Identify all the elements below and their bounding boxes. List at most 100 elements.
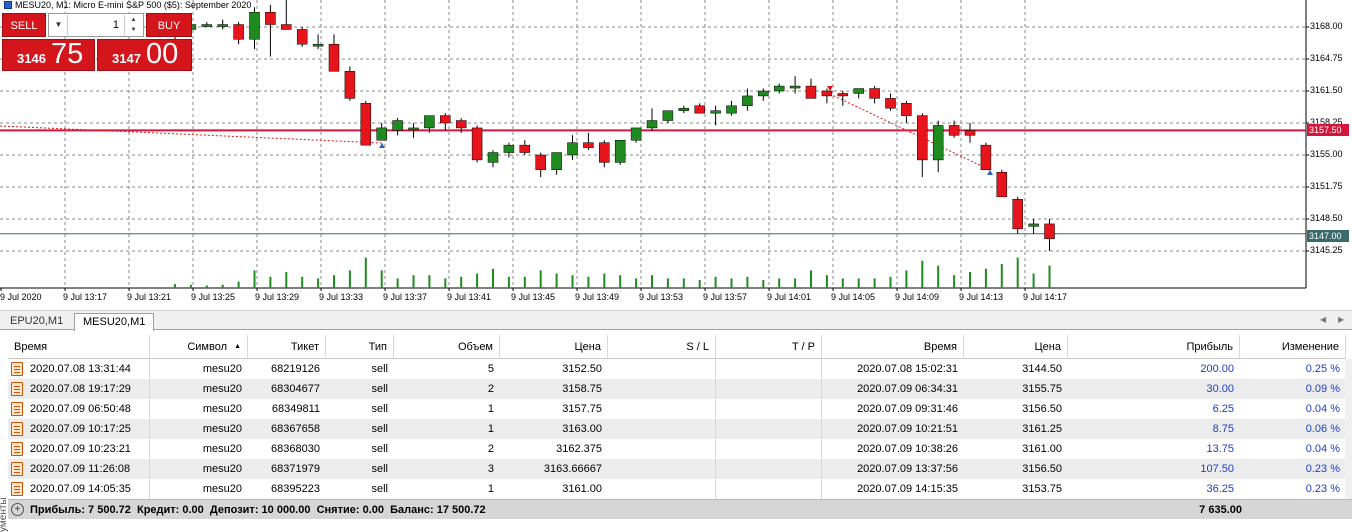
table-row[interactable]: 2020.07.09 14:05:35 mesu20 68395223 sell 1 31… <box>8 479 1352 499</box>
candle-body <box>583 142 594 148</box>
chart-tabs: EPU20,M1 MESU20,M1 ◀ ▶ <box>0 310 1352 331</box>
candle-body <box>408 127 419 131</box>
column-header[interactable]: Тикет <box>248 335 326 359</box>
candle-body <box>328 43 340 72</box>
column-header[interactable]: Время <box>8 335 150 359</box>
candle-body <box>821 90 833 97</box>
lot-value[interactable]: 1 <box>112 19 119 31</box>
toolbox-side-label[interactable]: ументы <box>0 497 9 532</box>
table-cell: 2020.07.09 06:34:31 <box>857 383 958 395</box>
candle-body <box>980 144 992 171</box>
candle-body <box>837 93 849 97</box>
sell-arrow-icon <box>827 86 833 91</box>
sort-ascending-icon[interactable]: ▲ <box>234 343 241 350</box>
table-cell: 2020.07.09 13:37:56 <box>857 463 958 475</box>
candle-body <box>599 142 610 163</box>
time-tick-label: 9 Jul 14:09 <box>895 292 940 302</box>
bid-price-button[interactable]: 3146 75 <box>2 38 95 71</box>
table-cell: 3155.75 <box>1022 383 1062 395</box>
time-tick-label: 9 Jul 13:33 <box>319 292 364 302</box>
candle-body <box>1044 223 1055 239</box>
tab-scroll-right-icon[interactable]: ▶ <box>1338 315 1345 324</box>
table-cell <box>608 439 716 459</box>
lot-spinner-icon[interactable]: ▲ ▼ <box>124 15 142 35</box>
table-cell: 2020.07.09 10:17:25 <box>8 419 150 439</box>
table-cell: 3152.50 <box>562 363 602 375</box>
time-tick-label: 9 Jul 13:17 <box>63 292 108 302</box>
tab-epu20-m1[interactable]: EPU20,M1 <box>10 315 64 327</box>
table-cell: sell <box>371 383 388 395</box>
summary-profit: 7 635.00 <box>1199 504 1242 516</box>
table-cell <box>716 399 822 419</box>
time-tick-label: 9 Jul 14:01 <box>767 292 812 302</box>
table-cell: 68367658 <box>271 423 320 435</box>
sell-button[interactable]: SELL <box>2 13 46 37</box>
price-chart[interactable]: MESU20, M1: Micro E-mini S&P 500 ($5): S… <box>0 0 1352 308</box>
table-cell <box>608 399 716 419</box>
summary-expand-icon[interactable]: + <box>11 503 24 516</box>
table-cell: 3158.75 <box>562 383 602 395</box>
deal-document-icon <box>11 422 23 436</box>
column-header[interactable]: Время <box>822 335 964 359</box>
table-row[interactable]: 2020.07.09 06:50:48 mesu20 68349811 sell 1 31… <box>8 399 1352 419</box>
candle-body <box>535 154 546 171</box>
time-tick-label: 9 Jul 14:17 <box>1023 292 1068 302</box>
table-cell: 2020.07.09 06:50:48 <box>8 399 150 419</box>
column-header[interactable]: Объем <box>394 335 500 359</box>
candle-body <box>455 120 467 129</box>
table-cell: 3156.50 <box>1022 403 1062 415</box>
candle-body <box>805 85 817 99</box>
table-cell: 2020.07.09 10:38:26 <box>857 443 958 455</box>
table-cell: sell <box>371 363 388 375</box>
column-header[interactable]: T / P <box>716 335 822 359</box>
table-row[interactable]: 2020.07.09 10:23:21 mesu20 68368030 sell 2 31… <box>8 439 1352 459</box>
lot-volume-input[interactable]: ▼ 1 ▲ ▼ <box>48 13 144 37</box>
chart-title: MESU20, M1: Micro E-mini S&P 500 ($5): S… <box>4 0 251 10</box>
bid-price-big: 75 <box>51 38 84 70</box>
candle-body <box>519 144 531 153</box>
table-cell: 0.06 % <box>1305 423 1340 435</box>
table-cell: 2020.07.09 10:23:21 <box>8 439 150 459</box>
column-header[interactable]: Цена <box>964 335 1068 359</box>
ask-price-button[interactable]: 3147 00 <box>97 38 192 71</box>
candle-body <box>312 43 324 47</box>
candle-body <box>281 24 292 30</box>
chart-canvas[interactable] <box>0 0 1352 308</box>
table-row[interactable]: 2020.07.09 11:26:08 mesu20 68371979 sell 3 31… <box>8 459 1352 479</box>
candle-body <box>948 125 960 136</box>
chart-window-icon <box>4 1 12 9</box>
table-row[interactable]: 2020.07.09 10:17:25 mesu20 68367658 sell 1 31… <box>8 419 1352 439</box>
candle-body <box>551 152 562 171</box>
candle-body <box>758 90 769 97</box>
price-tick-label: 3158.25 <box>1310 116 1343 127</box>
column-header[interactable]: Тип <box>326 335 394 359</box>
candle-body <box>376 127 387 141</box>
column-header[interactable]: S / L <box>608 335 716 359</box>
table-cell: 30.00 <box>1206 383 1234 395</box>
candle-body <box>742 95 753 107</box>
table-row[interactable]: 2020.07.08 19:17:29 mesu20 68304677 sell 2 31… <box>8 379 1352 399</box>
tab-scroll-left-icon[interactable]: ◀ <box>1320 315 1327 324</box>
column-header[interactable]: Изменение <box>1240 335 1346 359</box>
vertical-scrollbar[interactable] <box>1345 359 1352 519</box>
lot-dropdown-icon[interactable]: ▼ <box>50 15 68 35</box>
time-tick-label: 9 Jul 13:49 <box>575 292 620 302</box>
buy-arrow-icon <box>987 170 993 175</box>
column-header[interactable]: Символ ▲ <box>150 335 248 359</box>
tab-mesu20-m1[interactable]: MESU20,M1 <box>74 313 155 331</box>
column-header[interactable]: Прибыль <box>1068 335 1240 359</box>
table-cell: 1 <box>487 403 494 415</box>
table-cell: 3161.25 <box>1022 423 1062 435</box>
table-cell <box>716 379 822 399</box>
table-cell: 3156.50 <box>1022 463 1062 475</box>
table-cell: 0.04 % <box>1305 443 1340 455</box>
column-header[interactable]: Цена <box>500 335 608 359</box>
buy-button[interactable]: BUY <box>146 13 192 37</box>
table-cell: 2020.07.09 09:31:46 <box>857 403 958 415</box>
table-cell: 68304677 <box>271 383 320 395</box>
time-tick-label: 9 Jul 2020 <box>0 292 42 302</box>
table-row[interactable]: 2020.07.08 13:31:44 mesu20 68219126 sell 5 31… <box>8 359 1352 379</box>
table-cell: 2 <box>487 443 494 455</box>
deal-document-icon <box>11 382 23 396</box>
table-cell: 0.04 % <box>1305 403 1340 415</box>
